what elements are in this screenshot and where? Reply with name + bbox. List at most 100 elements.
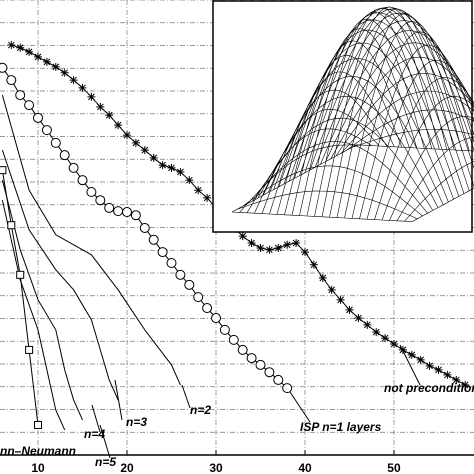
x-tick-label: 40 [298,461,312,474]
series-label: nn–Neumann [0,444,76,458]
point [282,383,293,394]
point [113,206,124,217]
point [389,339,398,348]
point [149,153,158,162]
point [274,243,283,252]
series-label: n=5 [95,455,116,469]
point [381,334,390,343]
point [345,305,354,314]
point [372,328,381,337]
point [210,313,221,324]
point [228,334,239,345]
point [255,359,266,370]
point [59,150,70,161]
point [68,162,79,173]
point [300,248,309,257]
point [265,245,274,254]
point [461,380,470,389]
point [176,167,185,176]
series-label: ISP n=1 layers [300,420,382,434]
point [7,221,16,230]
x-tick-label: 10 [31,461,45,474]
point [193,292,204,303]
point [16,270,25,279]
point [318,274,327,283]
point [238,232,247,241]
point [407,350,416,359]
point [166,257,177,268]
point [42,57,51,66]
pointers [91,344,421,459]
point [184,279,195,290]
series-label: n=4 [84,427,105,441]
point [25,47,34,56]
pointer [181,384,191,409]
series-line [1,200,66,431]
point [0,62,8,73]
series-label: n=2 [190,403,211,417]
series-label: n=3 [126,415,147,429]
point [443,370,452,379]
point [148,234,159,245]
point [50,137,61,148]
point [237,344,248,355]
series-line [1,94,181,386]
point [15,90,26,101]
pointer [114,379,123,421]
point [363,320,372,329]
point [283,240,292,249]
point [336,295,345,304]
pointer [399,344,421,386]
point [86,187,97,198]
point [34,420,43,429]
point [16,43,25,52]
point [131,138,140,147]
point [354,314,363,323]
point [25,345,34,354]
point [139,222,150,233]
point [0,166,7,175]
x-tick-label: 20 [120,461,134,474]
pointer [91,404,101,433]
point [256,243,265,252]
point [194,186,203,195]
point [78,83,87,92]
point [452,375,461,384]
point [292,238,301,247]
point [203,193,212,202]
series-line [1,149,119,401]
point [7,41,16,50]
pointer [99,424,111,459]
point [158,161,167,170]
series-label: not preconditioned [384,381,474,395]
point [246,353,257,364]
point [87,92,96,101]
series-line [1,180,83,421]
inset-frame [212,0,473,233]
point [77,175,88,186]
point [105,111,114,120]
point [114,121,123,130]
point [122,131,131,140]
point [416,355,425,364]
point [60,68,69,77]
point [130,210,141,221]
point [327,285,336,294]
point [157,247,168,258]
point [309,260,318,269]
point [104,202,115,213]
plot-area [0,41,470,431]
x-tick-label: 50 [387,461,401,474]
point [34,52,43,61]
point [425,361,434,370]
surface-mesh [231,6,474,222]
point [140,146,149,155]
point [219,324,230,335]
point [434,365,443,374]
point [185,176,194,185]
point [33,112,44,123]
point [6,75,17,86]
point [202,303,213,314]
point [95,195,106,206]
point [41,125,52,136]
